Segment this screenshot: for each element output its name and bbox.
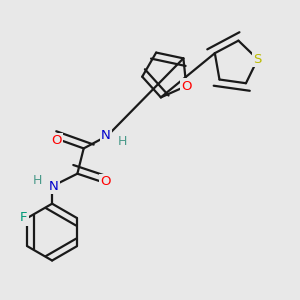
Text: N: N [49,180,58,193]
Text: S: S [254,53,262,66]
Text: F: F [20,212,28,224]
Text: O: O [52,134,62,147]
Text: O: O [181,80,192,93]
Text: N: N [101,129,111,142]
Text: H: H [32,174,42,187]
Text: H: H [118,135,127,148]
Text: O: O [100,175,111,188]
